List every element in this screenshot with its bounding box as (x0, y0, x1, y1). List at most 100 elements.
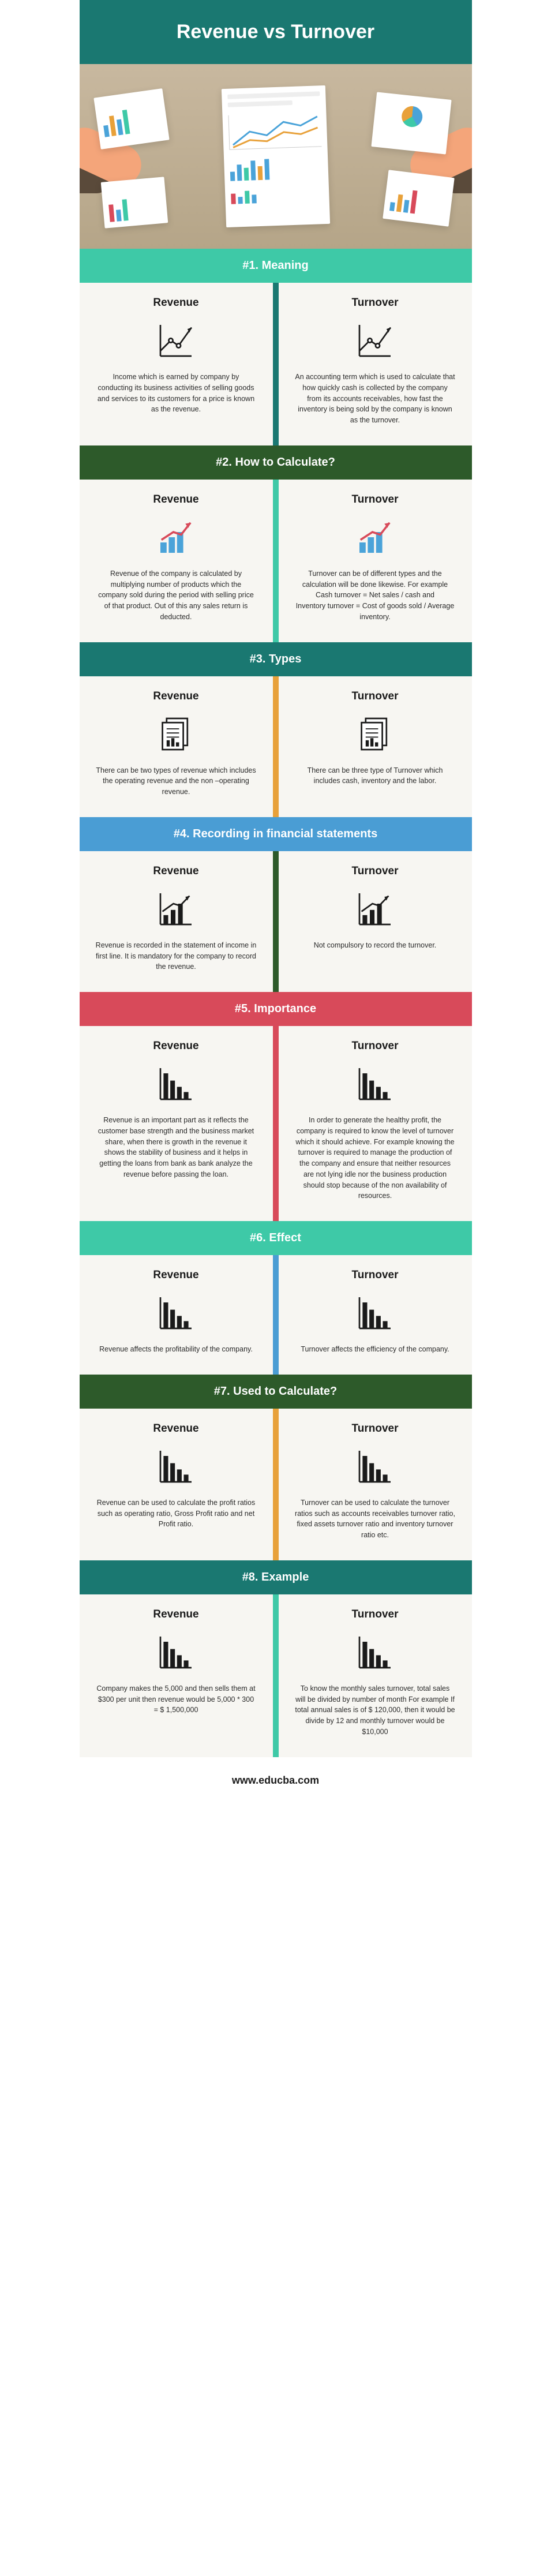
section-icon (155, 1446, 197, 1487)
divider (273, 1026, 279, 1221)
comparison-row: Revenue Revenue can be used to calculate… (80, 1409, 472, 1560)
column-title: Revenue (96, 1040, 257, 1053)
section-icon (354, 1063, 396, 1104)
section-icon (155, 1292, 197, 1334)
column-title: Turnover (295, 297, 456, 309)
page-title: Revenue vs Turnover (80, 0, 472, 64)
comparison-row: Revenue Revenue affects the profitabilit… (80, 1255, 472, 1375)
line-chart-icon (354, 320, 396, 361)
bar-chart-icon (155, 1063, 197, 1104)
footer-text: www.educba.com (80, 1757, 472, 1804)
column-title: Revenue (96, 1269, 257, 1282)
bar-chart-icon (354, 1063, 396, 1104)
column-title: Revenue (96, 690, 257, 703)
turnover-text: An accounting term which is used to calc… (295, 372, 456, 426)
turnover-column: Turnover Turnover can be used to calcula… (279, 1409, 472, 1560)
divider (273, 676, 279, 817)
section-icon (155, 888, 197, 930)
revenue-text: Company makes the 5,000 and then sells t… (96, 1683, 257, 1716)
bar-chart-icon (354, 1446, 396, 1487)
section-icon (354, 888, 396, 930)
revenue-column: Revenue Revenue affects the profitabilit… (80, 1255, 273, 1375)
section-header: #4. Recording in financial statements (80, 817, 472, 851)
bar-arrow-icon (354, 516, 396, 558)
turnover-text: There can be three type of Turnover whic… (295, 765, 456, 787)
section-header: #2. How to Calculate? (80, 445, 472, 480)
comparison-row: Revenue Revenue is recorded in the state… (80, 851, 472, 992)
section-icon (354, 1631, 396, 1673)
turnover-column: Turnover An accounting term which is use… (279, 283, 472, 445)
section-icon (354, 713, 396, 755)
turnover-text: Turnover can be used to calculate the tu… (295, 1497, 456, 1541)
column-title: Turnover (295, 493, 456, 506)
column-title: Turnover (295, 1422, 456, 1435)
column-title: Turnover (295, 690, 456, 703)
section-icon (354, 516, 396, 558)
section-icon (354, 320, 396, 361)
line-chart-icon (155, 320, 197, 361)
section-icon (354, 1446, 396, 1487)
column-title: Revenue (96, 1608, 257, 1621)
bar-chart-icon (155, 1446, 197, 1487)
divider (273, 851, 279, 992)
section-icon (155, 1631, 197, 1673)
revenue-text: Revenue of the company is calculated by … (96, 568, 257, 623)
comparison-row: Revenue Company makes the 5,000 and then… (80, 1594, 472, 1757)
bar-chart-icon (354, 1631, 396, 1673)
revenue-column: Revenue Income which is earned by compan… (80, 283, 273, 445)
revenue-column: Revenue There can be two types of revenu… (80, 676, 273, 817)
revenue-column: Revenue Company makes the 5,000 and then… (80, 1594, 273, 1757)
divider (273, 283, 279, 445)
section-header: #7. Used to Calculate? (80, 1375, 472, 1409)
turnover-column: Turnover There can be three type of Turn… (279, 676, 472, 817)
column-title: Revenue (96, 1422, 257, 1435)
turnover-column: Turnover Turnover can be of different ty… (279, 480, 472, 642)
section-icon (155, 516, 197, 558)
bar-arrow-icon (155, 516, 197, 558)
section-header: #8. Example (80, 1560, 472, 1594)
hero-image (80, 64, 472, 249)
column-title: Turnover (295, 865, 456, 878)
revenue-text: There can be two types of revenue which … (96, 765, 257, 797)
turnover-text: Turnover affects the efficiency of the c… (295, 1344, 456, 1355)
section-header: #1. Meaning (80, 249, 472, 283)
revenue-text: Revenue affects the profitability of the… (96, 1344, 257, 1355)
divider (273, 1409, 279, 1560)
revenue-column: Revenue Revenue can be used to calculate… (80, 1409, 273, 1560)
column-title: Revenue (96, 297, 257, 309)
section-icon (155, 320, 197, 361)
column-title: Turnover (295, 1269, 456, 1282)
revenue-column: Revenue Revenue is recorded in the state… (80, 851, 273, 992)
turnover-text: In order to generate the healthy profit,… (295, 1115, 456, 1201)
documents-icon (354, 713, 396, 755)
divider (273, 1255, 279, 1375)
section-header: #5. Importance (80, 992, 472, 1026)
bar-chart-icon (155, 1631, 197, 1673)
comparison-row: Revenue Revenue is an important part as … (80, 1026, 472, 1221)
documents-icon (155, 713, 197, 755)
column-title: Turnover (295, 1040, 456, 1053)
turnover-text: To know the monthly sales turnover, tota… (295, 1683, 456, 1738)
bar-growth-icon (354, 888, 396, 930)
section-icon (354, 1292, 396, 1334)
revenue-text: Revenue is recorded in the statement of … (96, 940, 257, 972)
column-title: Revenue (96, 493, 257, 506)
divider (273, 1594, 279, 1757)
revenue-column: Revenue Revenue is an important part as … (80, 1026, 273, 1221)
section-icon (155, 1063, 197, 1104)
comparison-row: Revenue Income which is earned by compan… (80, 283, 472, 445)
turnover-column: Turnover In order to generate the health… (279, 1026, 472, 1221)
column-title: Revenue (96, 865, 257, 878)
turnover-column: Turnover To know the monthly sales turno… (279, 1594, 472, 1757)
comparison-row: Revenue Revenue of the company is calcul… (80, 480, 472, 642)
divider (273, 480, 279, 642)
revenue-text: Income which is earned by company by con… (96, 372, 257, 415)
bar-chart-icon (155, 1292, 197, 1334)
revenue-column: Revenue Revenue of the company is calcul… (80, 480, 273, 642)
revenue-text: Revenue is an important part as it refle… (96, 1115, 257, 1180)
turnover-text: Not compulsory to record the turnover. (295, 940, 456, 951)
bar-growth-icon (155, 888, 197, 930)
section-icon (155, 713, 197, 755)
comparison-row: Revenue There can be two types of revenu… (80, 676, 472, 817)
bar-chart-icon (354, 1292, 396, 1334)
